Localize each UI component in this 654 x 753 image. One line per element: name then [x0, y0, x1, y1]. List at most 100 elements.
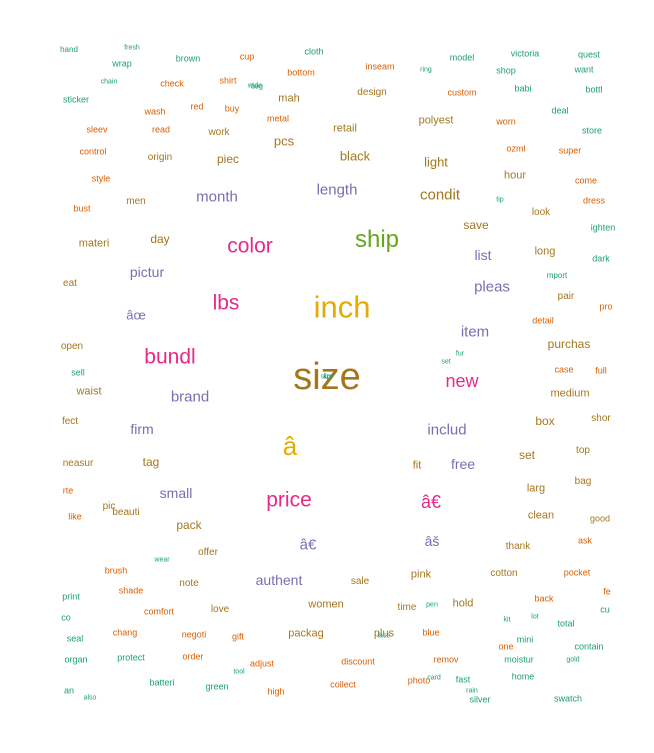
word-inseam-88: inseam: [365, 61, 395, 72]
word-pro-149: pro: [599, 301, 613, 312]
word-ask-81: ask: [577, 535, 593, 546]
word-negoti-108: negoti: [181, 629, 207, 640]
word-set-34: set: [518, 448, 536, 462]
word-bottom-89: bottom: [287, 67, 315, 78]
word-moistur-124: moistur: [504, 654, 534, 665]
word-wrap-135: wrap: [112, 58, 132, 69]
word-dress-82: dress: [582, 195, 606, 206]
word-want-145: want: [574, 64, 594, 75]
word-month-11: month: [196, 188, 238, 206]
word-lot-166: lot: [531, 613, 539, 621]
word-pic-61: pic: [102, 501, 116, 512]
word-read-95: read: [151, 124, 171, 135]
word-pack-37: pack: [176, 518, 202, 532]
word-eat-73: eat: [63, 278, 77, 289]
word-adjust-111: adjust: [249, 658, 275, 669]
word-ozml-86: ozml: [506, 143, 526, 154]
word-babi-140: babi: [514, 83, 532, 94]
word-high-112: high: [267, 686, 285, 697]
word-hour-44: hour: [503, 169, 527, 182]
word-top-68: top: [576, 445, 590, 456]
word-shop-139: shop: [496, 65, 516, 76]
word-bust-101: bust: [73, 203, 91, 214]
word-come-83: come: [574, 175, 598, 186]
word-bottl-143: bottl: [585, 84, 603, 95]
word--23: â€: [299, 536, 317, 554]
word-bag-173: bag: [251, 83, 263, 91]
word-sale-56: sale: [350, 576, 370, 587]
word-love-57: love: [210, 604, 230, 615]
word-materi-48: materi: [78, 237, 110, 250]
word-authent-22: authent: [255, 572, 303, 588]
word-pair-66: pair: [557, 291, 575, 302]
word-style-100: style: [91, 173, 111, 184]
word-firm-18: firm: [130, 421, 154, 437]
word-custom-87: custom: [447, 87, 477, 98]
word-save-31: save: [463, 218, 489, 232]
word-wash-97: wash: [144, 106, 166, 117]
word-offer-59: offer: [198, 547, 218, 558]
word-retail-46: retail: [333, 122, 357, 135]
word-free-20: free: [450, 456, 476, 472]
word--2: â: [282, 431, 298, 461]
word-pcs-28: pcs: [273, 133, 295, 149]
word-swatch-128: swatch: [553, 693, 583, 704]
word-model-138: model: [449, 52, 475, 63]
word-larg-51: larg: [526, 482, 546, 495]
word-fect-72: fect: [61, 416, 79, 427]
word-check-91: check: [160, 78, 184, 89]
word-pocket-76: pocket: [563, 567, 591, 578]
word-tip-159: tip: [496, 196, 504, 204]
word-women-38: women: [308, 598, 344, 611]
word-detail-80: detail: [532, 315, 554, 326]
word-purchas-32: purchas: [547, 337, 591, 351]
word-fe-150: fe: [603, 586, 611, 597]
word-men-62: men: [126, 196, 146, 207]
word-lace-172: lace: [377, 632, 391, 640]
word-brand-12: brand: [170, 388, 210, 406]
word-wear-169: wear: [154, 556, 170, 564]
word--9: â€: [420, 492, 442, 512]
word-gold-167: gold: [566, 656, 580, 664]
word-hold-40: hold: [452, 597, 474, 610]
word-includ-13: includ: [427, 421, 467, 439]
word-back-77: back: [534, 593, 554, 604]
word-piec-29: piec: [216, 152, 240, 166]
word-fresh-156: fresh: [124, 44, 140, 52]
word-seal-131: seal: [66, 633, 84, 644]
word-kit-165: kit: [503, 616, 511, 624]
word-work-64: work: [208, 127, 230, 138]
word-victoria-146: victoria: [510, 48, 540, 59]
word-batteri-119: batteri: [149, 677, 175, 688]
word-inch-1: inch: [313, 289, 371, 325]
word-lip-175: lip: [323, 373, 331, 381]
word-quest-144: quest: [577, 49, 601, 60]
word-remov-116: remov: [433, 654, 459, 665]
word-small-21: small: [159, 485, 193, 501]
word-mport-154: mport: [546, 271, 568, 280]
word-ighten-148: ighten: [590, 222, 616, 233]
word--17: âœ: [126, 307, 146, 323]
word-organ-130: organ: [64, 654, 88, 665]
word-home-123: home: [511, 671, 535, 682]
word-contain-127: contain: [574, 641, 604, 652]
word-red-94: red: [190, 101, 204, 112]
word-sell-133: sell: [71, 367, 85, 378]
word-pink-39: pink: [410, 568, 432, 581]
word-tag-33: tag: [142, 455, 160, 469]
word-super-84: super: [558, 145, 582, 156]
word-dark-147: dark: [592, 253, 610, 264]
word-rte-103: rte: [62, 485, 74, 496]
word-pictur-16: pictur: [129, 264, 165, 280]
word-chang-107: chang: [112, 627, 138, 638]
word-beauti-60: beauti: [112, 507, 140, 518]
word-total-126: total: [557, 618, 575, 629]
word-wide-158: wide: [247, 82, 263, 90]
word-day-30: day: [150, 232, 170, 246]
word-tool-171: tool: [233, 668, 245, 676]
word-collect-113: collect: [330, 679, 356, 690]
word-green-120: green: [205, 681, 229, 692]
word-case-78: case: [554, 364, 574, 375]
word-chain-157: chain: [100, 78, 118, 86]
word-like-102: like: [68, 511, 82, 522]
